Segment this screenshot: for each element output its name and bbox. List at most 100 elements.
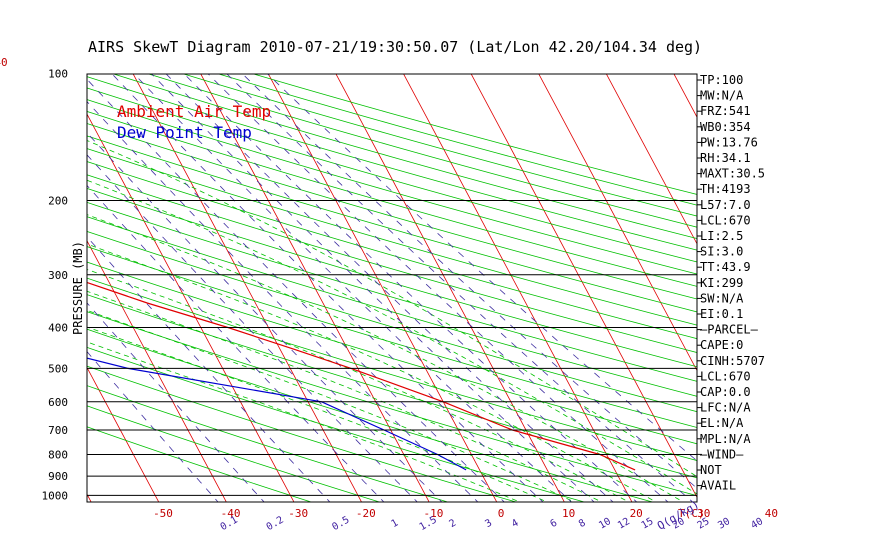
moist-adiabat-line — [87, 243, 657, 502]
mixing-ratio-label: 1 — [389, 518, 400, 531]
isotherm-line — [87, 113, 295, 502]
mixing-ratio-label: 40 — [749, 516, 765, 532]
dry-adiabat-line — [87, 161, 697, 340]
dry-adiabat-line — [87, 365, 518, 502]
mixing-ratio-label: 3 — [483, 518, 494, 531]
chart-title: AIRS SkewT Diagram 2010-07-21/19:30:50.0… — [88, 38, 702, 56]
pressure-tick-label: 500 — [48, 362, 68, 375]
legend-dew-point-temp: Dew Point Temp — [117, 123, 252, 142]
index-item: AVAIL — [700, 479, 736, 493]
dry-adiabat-line — [87, 346, 586, 502]
index-item: EI:0.1 — [700, 307, 743, 321]
mixing-ratio-label: 25 — [696, 516, 712, 532]
mixing-ratio-label: 0.2 — [265, 515, 286, 534]
mixing-ratio-label: 0.5 — [330, 515, 351, 534]
index-item: NOT — [700, 463, 722, 477]
dry-adiabat-line — [87, 311, 697, 497]
mixing-ratio-label: 20 — [671, 516, 687, 532]
dry-adiabat-line — [87, 135, 697, 313]
top-temp-tick-label: -40 — [0, 56, 8, 69]
background-lines — [87, 74, 697, 502]
dry-adiabat-line — [87, 405, 381, 502]
pressure-tick-label: 300 — [48, 269, 68, 282]
index-item: CAP:0.0 — [700, 385, 751, 399]
plot-frame — [86, 73, 698, 503]
index-item: L57:7.0 — [700, 198, 751, 212]
dry-adiabat-line — [147, 74, 697, 228]
mixing-ratio-line — [165, 74, 614, 502]
dry-adiabat-line — [87, 328, 654, 502]
dry-adiabat-line — [87, 294, 697, 479]
moist-adiabat-line — [87, 268, 630, 502]
mixing-ratio-line — [207, 74, 669, 502]
index-item: WB0:354 — [700, 120, 751, 134]
pressure-tick-label: 100 — [48, 68, 68, 81]
dry-adiabat-line — [87, 216, 697, 397]
mixing-ratio-line — [226, 74, 694, 502]
isotherm-line — [132, 74, 362, 502]
dry-adiabat-line — [87, 76, 697, 251]
temp-unit-label: T(C) — [678, 507, 705, 520]
index-item: TH:4193 — [700, 182, 751, 196]
index-item: TT:43.9 — [700, 260, 751, 274]
index-item: SI:3.0 — [700, 245, 743, 259]
index-item: —WIND— — [700, 447, 744, 461]
mixing-ratio-label: 2 — [447, 518, 458, 531]
mixing-ratio-line — [87, 132, 443, 502]
isotherm-line — [335, 74, 565, 502]
dry-adiabat-line — [182, 74, 697, 217]
mixing-ratio-line — [87, 351, 219, 502]
mixing-ratio-line — [133, 74, 573, 502]
bottom-temp-tick-label: 0 — [498, 507, 505, 520]
bottom-temp-tick-label: 20 — [630, 507, 643, 520]
index-item: LFC:N/A — [700, 401, 751, 415]
ambient-air-temp-line — [87, 281, 636, 471]
bottom-temp-tick-label: -20 — [356, 507, 376, 520]
dry-adiabat-line — [87, 123, 697, 300]
y-axis-label: PRESSURE (MB) — [71, 241, 85, 335]
index-item: MW:N/A — [700, 89, 744, 103]
dry-adiabat-line — [87, 99, 697, 275]
pressure-tick-label: 700 — [48, 424, 68, 437]
mixing-ratio-line — [87, 154, 418, 502]
index-item: EL:N/A — [700, 416, 744, 430]
moist-adiabat-line — [87, 140, 697, 478]
mixing-ratio-line — [87, 78, 505, 502]
dry-adiabat-line — [87, 385, 450, 502]
dry-adiabat-line — [87, 87, 697, 263]
mixing-ratio-label: 6 — [548, 518, 559, 531]
dew-point-temp-line — [87, 357, 467, 471]
isotherm-line — [605, 74, 697, 245]
dry-adiabat-line — [87, 277, 697, 461]
mixing-ratio-label: 12 — [616, 516, 632, 532]
mixing-ratio-line — [87, 184, 385, 502]
moist-adiabat-line — [87, 214, 684, 502]
bottom-temp-tick-label: -10 — [423, 507, 443, 520]
isotherm-line — [403, 74, 633, 502]
pressure-tick-labels: 100 200 300 400 500 600 700 800 900 1000 — [42, 68, 69, 503]
index-item: MAXT:30.5 — [700, 167, 765, 181]
index-item: LCL:670 — [700, 213, 751, 227]
bottom-temp-tick-label: 40 — [765, 507, 778, 520]
top-temp-tick-labels: -120-110-100-90-80-70-60-50-40 — [0, 56, 8, 69]
pressure-tick-label: 900 — [48, 470, 68, 483]
bottom-temp-tick-labels: -50 -40 -30 -20 -10 0 10 20 30 40 — [153, 507, 778, 520]
dry-adiabat-line — [87, 231, 697, 413]
index-item: KI:299 — [700, 276, 743, 290]
dry-adiabat-line — [217, 74, 697, 206]
index-item: MPL:N/A — [700, 432, 751, 446]
dry-adiabat-line — [87, 426, 313, 502]
mixing-ratio-line — [151, 74, 595, 502]
index-item: SW:N/A — [700, 291, 744, 305]
index-item: CINH:5707 — [700, 354, 765, 368]
pressure-tick-label: 200 — [48, 195, 68, 208]
mixing-ratio-line — [242, 74, 697, 489]
mixing-ratio-label: 4 — [510, 518, 521, 531]
mixing-ratio-label: 10 — [597, 516, 613, 532]
dry-adiabat-line — [87, 201, 697, 382]
legend-ambient-air-temp: Ambient Air Temp — [117, 102, 271, 121]
mixing-ratio-line — [183, 74, 638, 502]
dry-adiabat-line — [87, 110, 697, 287]
mixing-ratio-line — [111, 74, 544, 502]
dry-adiabat-line — [87, 174, 697, 353]
